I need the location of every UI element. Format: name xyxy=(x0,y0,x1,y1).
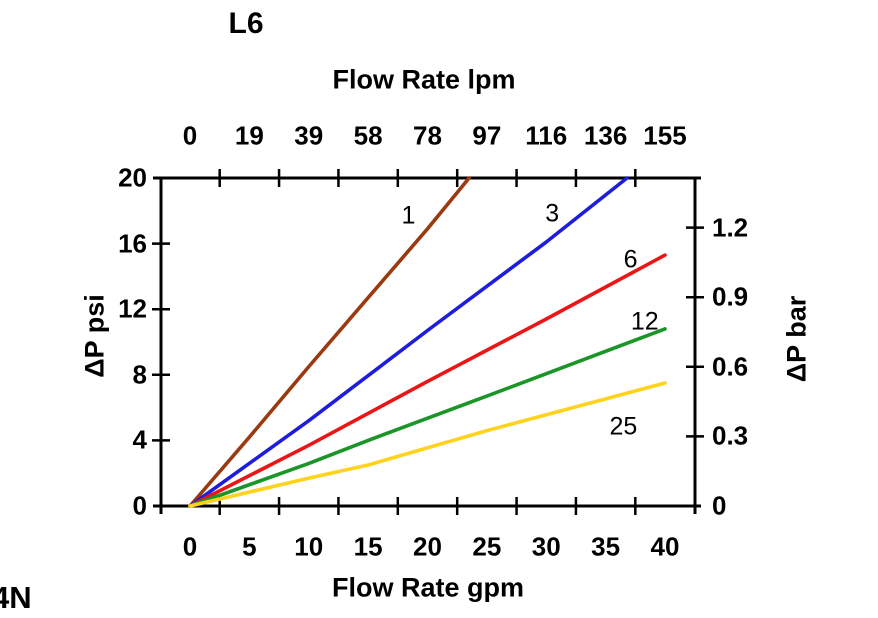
left-axis-title: ΔP psi xyxy=(79,294,110,378)
bottom-tick-label-20: 20 xyxy=(413,531,442,562)
left-tick-label-16: 16 xyxy=(118,228,147,259)
chart-title: L6 xyxy=(228,7,264,40)
right-tick-label-1.2: 1.2 xyxy=(712,212,749,243)
top-axis-title: Flow Rate lpm xyxy=(332,64,516,95)
corner-part-number-text: 4N xyxy=(0,580,32,615)
top-tick-label-116: 116 xyxy=(525,120,568,151)
series-line-25-micron xyxy=(188,381,667,508)
left-tick-label-8: 8 xyxy=(132,359,147,390)
series-line-3-micron xyxy=(188,176,629,508)
left-tick-label-0: 0 xyxy=(132,490,147,521)
top-tick-label-78: 78 xyxy=(413,120,442,151)
top-tick-label-19: 19 xyxy=(234,120,264,151)
series-label-6-micron: 6 xyxy=(623,245,638,274)
bottom-tick-label-25: 25 xyxy=(472,531,502,562)
bottom-axis-title: Flow Rate gpm xyxy=(331,572,525,603)
bottom-tick-label-15: 15 xyxy=(353,531,383,562)
bottom-tick-label-30: 30 xyxy=(531,531,561,562)
series-line-6-micron xyxy=(188,253,667,508)
left-tick-label-12: 12 xyxy=(118,293,147,324)
top-tick-label-97: 97 xyxy=(472,120,502,151)
right-tick-label-0.3: 0.3 xyxy=(712,420,749,451)
series-label-12-micron: 12 xyxy=(630,307,659,336)
top-tick-label-0: 0 xyxy=(182,120,198,151)
right-axis-title: ΔP bar xyxy=(781,295,812,383)
top-tick-label-39: 39 xyxy=(294,120,324,151)
series-line-12-micron xyxy=(188,327,667,508)
series-label-1-micron: 1 xyxy=(401,201,416,230)
series-label-25-micron: 25 xyxy=(609,412,638,441)
right-tick-label-0: 0 xyxy=(712,490,727,521)
top-tick-label-155: 155 xyxy=(643,120,687,151)
bottom-tick-label-0: 0 xyxy=(182,531,198,562)
series-line-1-micron xyxy=(188,176,471,508)
bottom-tick-label-35: 35 xyxy=(591,531,621,562)
left-tick-label-20: 20 xyxy=(118,162,147,193)
top-tick-label-136: 136 xyxy=(583,120,628,151)
bottom-tick-label-10: 10 xyxy=(294,531,324,562)
right-tick-label-0.9: 0.9 xyxy=(712,281,749,312)
left-tick-label-4: 4 xyxy=(132,424,147,455)
series-label-3-micron: 3 xyxy=(545,199,560,228)
bottom-tick-label-5: 5 xyxy=(242,531,257,562)
right-tick-label-0.6: 0.6 xyxy=(712,351,749,382)
bottom-tick-label-40: 40 xyxy=(650,531,680,562)
top-tick-label-58: 58 xyxy=(353,120,383,151)
